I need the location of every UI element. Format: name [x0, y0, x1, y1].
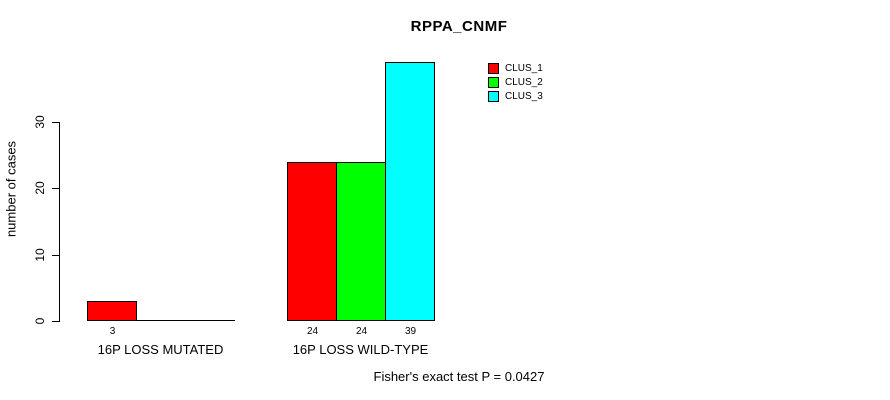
legend-label: CLUS_3: [505, 91, 543, 102]
bar-value-label: 24: [306, 326, 319, 337]
bar-value-label: 39: [404, 326, 417, 337]
bar-clus_1: [287, 162, 337, 321]
y-axis-tick: [52, 188, 59, 189]
y-axis-tick: [52, 122, 59, 123]
legend-item: CLUS_1: [488, 63, 543, 74]
zero-bar-clus_2: [136, 320, 186, 321]
legend-label: CLUS_1: [505, 63, 543, 74]
legend-label: CLUS_2: [505, 77, 543, 88]
bar-clus_3: [385, 62, 435, 321]
chart-title: RPPA_CNMF: [410, 18, 508, 35]
y-tick-label: 0: [33, 317, 47, 325]
y-axis-tick: [52, 255, 59, 256]
legend-swatch-clus_3: [488, 91, 499, 102]
y-axis-label: number of cases: [3, 140, 19, 238]
legend: CLUS_1 CLUS_2 CLUS_3: [488, 63, 543, 105]
legend-swatch-clus_2: [488, 77, 499, 88]
y-tick-label: 30: [33, 115, 47, 129]
bar-value-label: 3: [109, 326, 116, 337]
bar-value-label: 24: [355, 326, 368, 337]
zero-bar-clus_3: [185, 320, 235, 321]
bar-clus_1: [87, 301, 137, 321]
bar-clus_2: [336, 162, 386, 321]
category-label: 16P LOSS WILD-TYPE: [292, 342, 429, 357]
category-label: 16P LOSS MUTATED: [97, 342, 224, 357]
y-tick-label: 20: [33, 181, 47, 195]
y-axis-line: [59, 122, 60, 322]
y-axis-tick: [52, 321, 59, 322]
legend-item: CLUS_2: [488, 77, 543, 88]
legend-swatch-clus_1: [488, 63, 499, 74]
legend-item: CLUS_3: [488, 91, 543, 102]
fisher-test-note: Fisher's exact test P = 0.0427: [373, 369, 545, 384]
y-tick-label: 10: [33, 248, 47, 262]
